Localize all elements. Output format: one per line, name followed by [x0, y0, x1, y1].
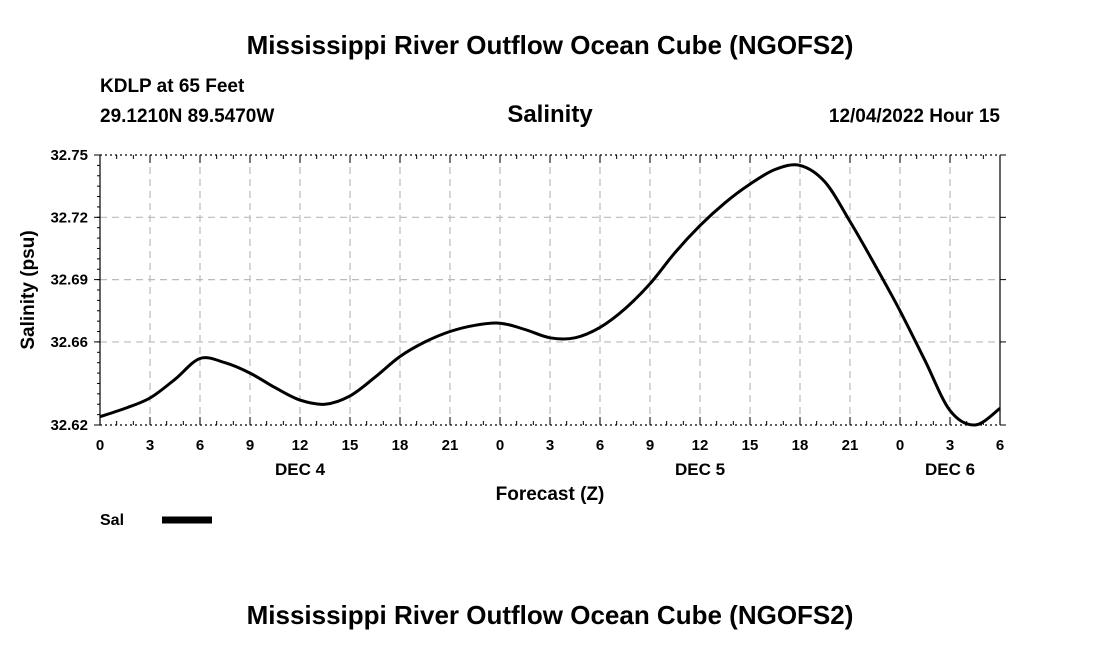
x-tick-label: 6 [596, 437, 604, 454]
chart-title: Salinity [507, 101, 593, 128]
x-tick-label: 9 [646, 437, 654, 454]
x-tick-label: 0 [496, 437, 504, 454]
salinity-series-line [99, 163, 1001, 427]
x-tick-label: 3 [946, 437, 954, 454]
x-tick-label: 12 [292, 437, 309, 454]
y-tick-label: 32.75 [50, 147, 88, 164]
x-tick-label: 9 [246, 437, 254, 454]
x-tick-label: 6 [996, 437, 1004, 454]
date-label: DEC 5 [675, 460, 725, 479]
x-axis-label: Forecast (Z) [496, 484, 605, 505]
x-tick-label: 0 [96, 437, 104, 454]
axes-layer: 0 3 6 9 12 15 18 21 0 3 6 9 12 15 18 21 0 3 6 32.62 32.66 32.… [50, 147, 1006, 479]
x-tick-label: 6 [196, 437, 204, 454]
date-label: DEC 6 [925, 460, 975, 479]
x-tick-label: 21 [842, 437, 859, 454]
x-tick-label: 15 [342, 437, 359, 454]
x-tick-label: 18 [392, 437, 409, 454]
legend-label: Sal [100, 512, 124, 529]
x-tick-label: 21 [442, 437, 459, 454]
series-layer [99, 163, 1001, 427]
grid-layer [100, 155, 1000, 425]
x-tick-label: 0 [896, 437, 904, 454]
date-label: DEC 4 [275, 460, 326, 479]
y-tick-label: 32.72 [50, 209, 88, 226]
x-tick-label: 12 [692, 437, 709, 454]
coordinates-label: 29.1210N 89.5470W [100, 106, 275, 127]
main-title: Mississippi River Outflow Ocean Cube (NG… [246, 30, 854, 60]
y-tick-label: 32.66 [50, 334, 88, 351]
footer-title: Mississippi River Outflow Ocean Cube (NG… [246, 600, 854, 630]
x-tick-label: 15 [742, 437, 759, 454]
x-tick-label: 3 [546, 437, 554, 454]
datetime-label: 12/04/2022 Hour 15 [828, 106, 1000, 127]
station-label: KDLP at 65 Feet [100, 76, 245, 97]
y-tick-label: 32.62 [50, 417, 88, 434]
x-tick-label: 3 [146, 437, 154, 454]
x-tick-label: 18 [792, 437, 809, 454]
y-axis-label: Salinity (psu) [18, 230, 39, 349]
y-tick-label: 32.69 [50, 272, 88, 289]
